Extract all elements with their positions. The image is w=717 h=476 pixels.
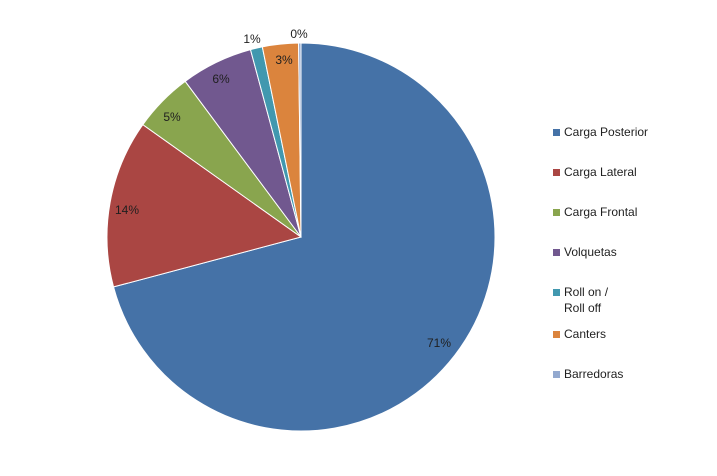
legend-item-volquetas: Volquetas — [553, 244, 713, 284]
legend-swatch — [553, 209, 560, 216]
legend-swatch — [553, 169, 560, 176]
data-label: 3% — [275, 53, 293, 67]
data-label: 1% — [243, 32, 261, 46]
legend-label: Roll on / Roll off — [564, 285, 609, 315]
legend-label: Carga Posterior — [564, 125, 649, 139]
legend-item-carga-lateral: Carga Lateral — [553, 164, 713, 204]
pie-slice-carga-lateral — [106, 123, 303, 288]
legend-label: Volquetas — [564, 245, 617, 259]
legend-label: Carga Frontal — [564, 205, 638, 219]
legend-swatch — [553, 289, 560, 296]
pie-data-labels: 71% 14% 5% 6% 1% 3% 0% — [115, 27, 451, 350]
legend-swatch — [553, 331, 560, 338]
legend-label: Carga Lateral — [564, 165, 637, 179]
legend-label: Canters — [564, 327, 607, 341]
legend-item-roll-on-roll-off: Roll on / Roll off — [553, 284, 713, 326]
legend-swatch — [553, 129, 560, 136]
legend-item-carga-frontal: Carga Frontal — [553, 204, 713, 244]
legend-label: Barredoras — [564, 367, 624, 381]
data-label: 6% — [212, 72, 230, 86]
pie-slice-barredoras — [298, 42, 302, 238]
data-label: 0% — [290, 27, 308, 41]
legend: Carga Posterior Carga Lateral Carga Fron… — [553, 124, 713, 406]
data-label: 5% — [163, 110, 181, 124]
legend-item-carga-posterior: Carga Posterior — [553, 124, 713, 164]
pie-slice-carga-posterior — [112, 42, 496, 432]
legend-item-canters: Canters — [553, 326, 713, 366]
data-label: 14% — [115, 203, 139, 217]
legend-item-barredoras: Barredoras — [553, 366, 713, 406]
legend-swatch — [553, 249, 560, 256]
pie-slices — [106, 42, 496, 432]
data-label: 71% — [427, 336, 451, 350]
legend-swatch — [553, 371, 560, 378]
